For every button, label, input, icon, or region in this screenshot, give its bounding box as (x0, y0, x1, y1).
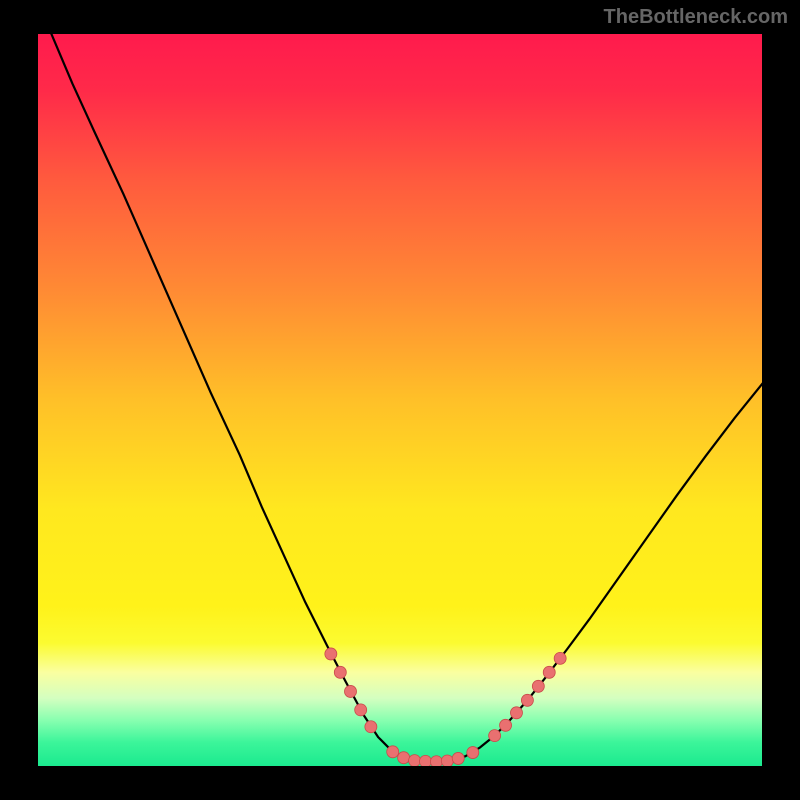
data-marker (521, 694, 533, 706)
data-marker (409, 755, 421, 767)
data-marker (325, 648, 337, 660)
data-marker (365, 721, 377, 733)
data-marker (355, 704, 367, 716)
data-marker (387, 746, 399, 758)
data-marker (398, 752, 410, 764)
data-marker (510, 707, 522, 719)
data-marker (532, 680, 544, 692)
data-marker (419, 755, 431, 767)
data-marker (430, 756, 442, 768)
data-marker (489, 730, 501, 742)
data-marker (467, 747, 479, 759)
data-marker (554, 652, 566, 664)
data-marker (441, 755, 453, 767)
watermark-text: TheBottleneck.com (604, 6, 788, 29)
data-marker (345, 685, 357, 697)
bottleneck-curve-chart (36, 32, 764, 768)
plot-area (36, 32, 764, 768)
gradient-background (36, 32, 764, 768)
data-marker (334, 666, 346, 678)
data-marker (500, 719, 512, 731)
chart-container: TheBottleneck.com (0, 0, 800, 800)
data-marker (452, 752, 464, 764)
data-marker (543, 666, 555, 678)
